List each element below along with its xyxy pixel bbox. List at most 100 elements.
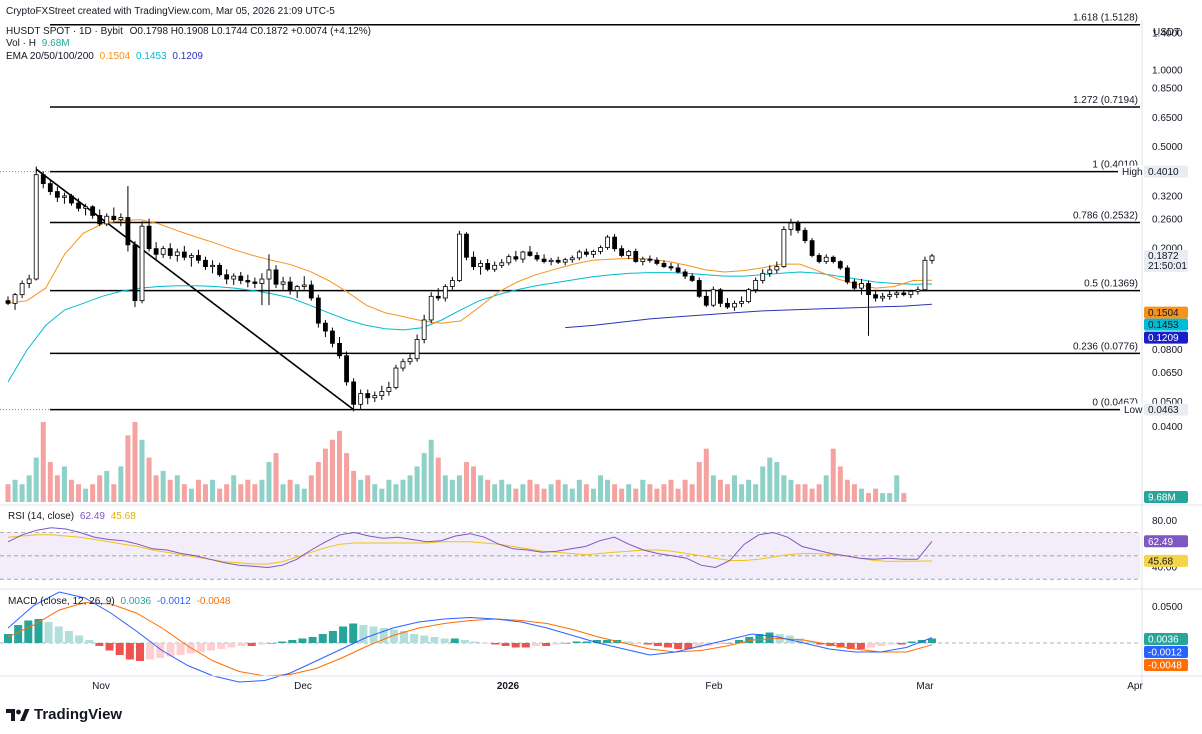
volume-bar [280, 484, 286, 502]
macd-hist-bar [95, 643, 104, 646]
macd-hist-bar [724, 643, 733, 644]
macd-hist-bar [501, 643, 510, 646]
price-tick-label: 0.8500 [1152, 83, 1183, 94]
low-value-tag: 0.0463 [1148, 405, 1179, 416]
candle-body [760, 272, 766, 281]
macd-hist-bar [765, 632, 774, 643]
candle-body [548, 259, 554, 262]
candle-body [598, 247, 603, 252]
volume-bar [252, 484, 258, 502]
candle-body [146, 225, 152, 250]
volume-bar [562, 484, 568, 502]
candle-body [767, 269, 773, 274]
candle-body [471, 256, 476, 268]
volume-bar [379, 488, 385, 502]
macd-hist-bar [450, 638, 459, 643]
rsi-ma-line [7, 534, 933, 565]
macd-hist-bar [816, 643, 825, 645]
volume-bar [188, 488, 194, 502]
macd-hist-bar [410, 634, 419, 643]
candle-body [280, 281, 286, 285]
macd-hist-bar [491, 643, 500, 645]
volume-bar [47, 462, 53, 502]
candle-body [174, 251, 180, 256]
candle-body [880, 295, 886, 299]
volume-bar [492, 484, 498, 502]
countdown-label: 21:50:01 [1148, 261, 1187, 272]
volume-bar [675, 488, 681, 502]
candle-body [739, 301, 744, 304]
candle-body [626, 251, 632, 256]
macd-hist-bar [684, 643, 693, 649]
volume-bar [442, 475, 448, 502]
volume-bar [428, 439, 434, 502]
candle-body [908, 290, 914, 296]
ema20-value: 0.1504 [99, 51, 131, 62]
volume-bar [337, 430, 343, 502]
volume-bar [816, 484, 822, 502]
candle-body [710, 289, 716, 306]
macd-hist-bar [633, 643, 642, 644]
candle-body [802, 229, 808, 242]
volume-bar [739, 484, 745, 502]
candle-body [12, 294, 18, 304]
ema50-value: 0.1453 [136, 51, 167, 62]
volume-bar [689, 484, 695, 502]
rsi-legend[interactable]: RSI (14, close) 62.49 45.68 [8, 511, 136, 522]
symbol-legend[interactable]: HUSDT SPOT · 1D · Bybit O0.1798 H0.1908 … [6, 26, 371, 37]
volume-legend[interactable]: Vol · H 9.68M [6, 38, 70, 49]
volume-bar [132, 422, 138, 502]
volume-bar [449, 479, 455, 502]
macd-legend[interactable]: MACD (close, 12, 26, 9) 0.0036 -0.0012 -… [8, 596, 231, 607]
volume-bar [485, 479, 491, 502]
ema-legend[interactable]: EMA 20/50/100/200 0.1504 0.1453 0.1209 [6, 51, 203, 62]
macd-hist-bar [481, 643, 490, 644]
volume-bar [33, 457, 39, 502]
macd-hist-bar [318, 634, 327, 643]
macd-hist-bar [796, 638, 804, 643]
volume-bar [866, 493, 872, 502]
tradingview-logo[interactable]: TradingView [6, 706, 122, 723]
macd-hist-bar [887, 643, 896, 645]
candle-body [774, 266, 780, 271]
trend-line [35, 168, 355, 411]
macd-hist-bar [379, 628, 388, 643]
tradingview-logo-icon [6, 708, 30, 721]
candle-body [414, 339, 420, 360]
volume-bar [830, 448, 836, 502]
candle-body [266, 269, 272, 280]
price-tick-label: 0.0500 [1152, 397, 1183, 408]
volume-bar [527, 479, 533, 502]
volume-bar [809, 488, 815, 502]
volume-bar [682, 479, 688, 502]
candle-body [245, 280, 251, 283]
candle-body [365, 393, 371, 399]
candle-body [62, 195, 67, 198]
macd-hist-bar [846, 643, 855, 649]
volume-bar [499, 479, 505, 502]
candle-body [252, 281, 258, 284]
volume-bar [844, 479, 850, 502]
macd-hist-bar [125, 643, 134, 660]
macd-hist-bar [298, 638, 307, 643]
volume-bar [400, 479, 406, 502]
candle-body [605, 236, 610, 248]
ema50-tag-bg [1144, 318, 1188, 331]
candle-body [922, 259, 928, 291]
macd-hist-bar [64, 631, 73, 643]
candle-body [428, 295, 434, 321]
candle-body [330, 330, 335, 344]
macd-hist-bar [572, 641, 581, 643]
volume-bar [68, 479, 74, 502]
candle-body [555, 259, 561, 263]
macd-hist-value: 0.0036 [120, 596, 152, 607]
price-tick-label: 0.0400 [1152, 422, 1183, 433]
volume-bar [111, 484, 117, 502]
macd-hist-bar [592, 640, 601, 643]
currency-label[interactable]: USDT [1153, 27, 1181, 38]
macd-hist-bar [897, 643, 906, 645]
volume-bar [407, 475, 413, 502]
ohlc-values: O0.1798 H0.1908 L0.1744 C0.1872 +0.0074 … [129, 26, 371, 37]
volume-bar [767, 457, 773, 502]
